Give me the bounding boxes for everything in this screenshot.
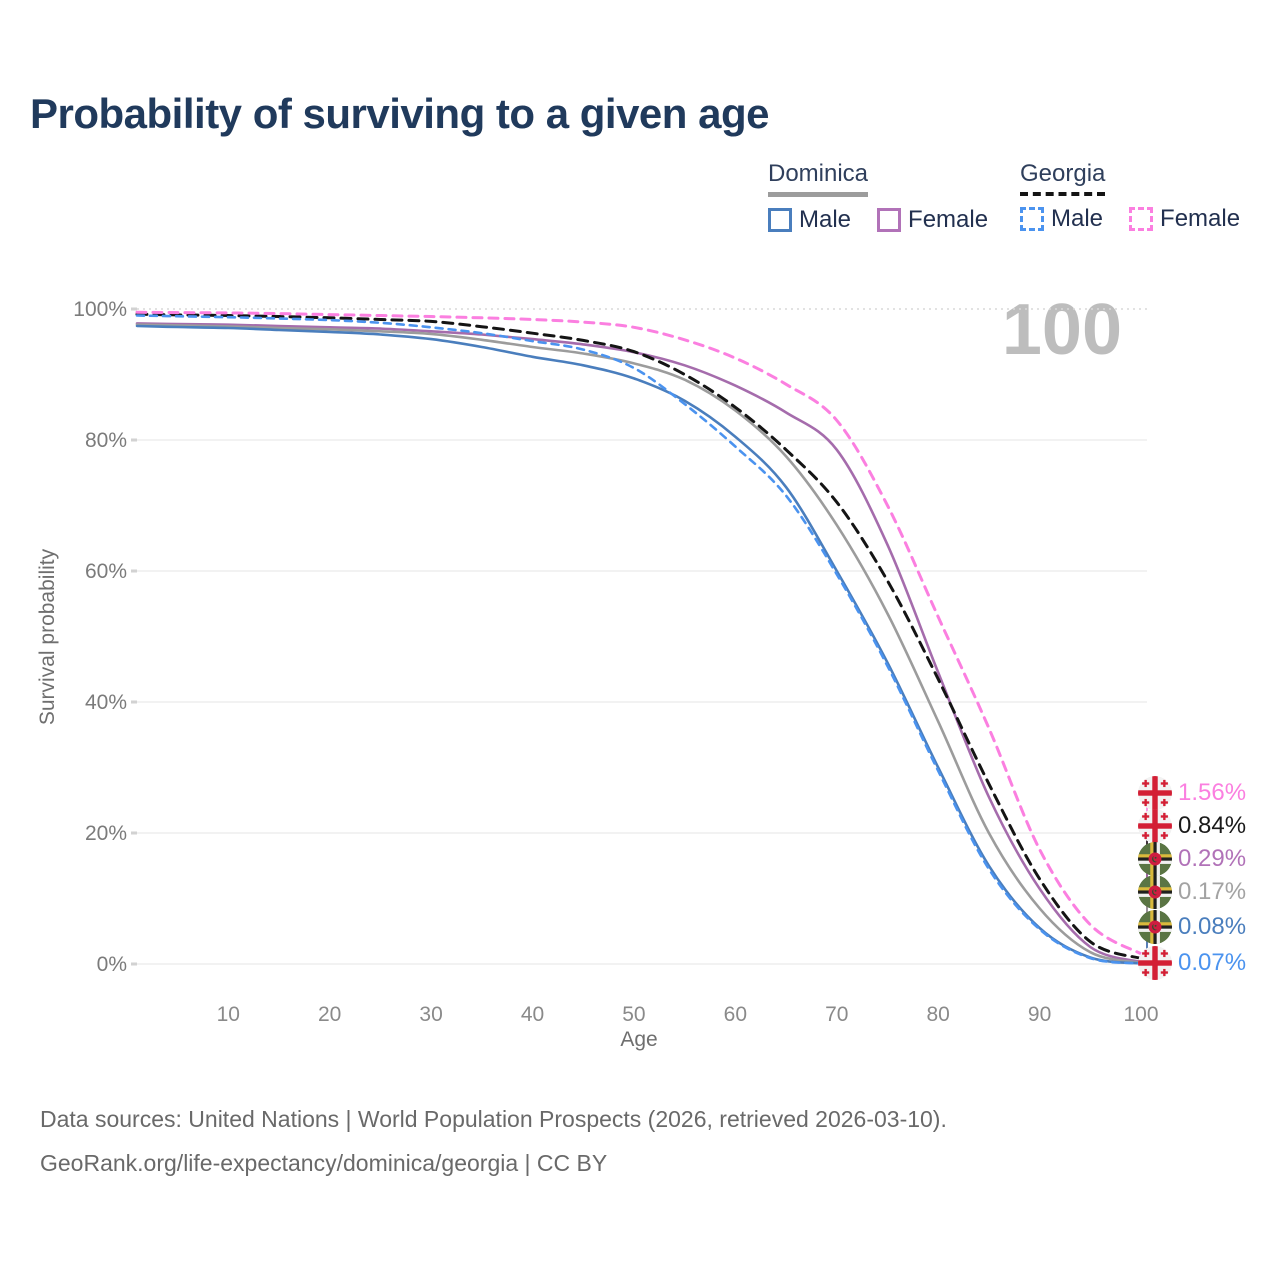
dominica-flag-icon (1138, 842, 1172, 876)
series-line-dominica_avg (135, 323, 1143, 965)
dominica-line-style-sample (768, 192, 869, 197)
y-tick-label: 80% (85, 429, 127, 452)
end-value-label: 0.17% (1178, 878, 1247, 905)
dominica-flag-icon (1138, 875, 1172, 909)
georgia-flag-icon (1138, 809, 1172, 843)
legend-group-georgia: Georgia Male Female (1020, 160, 1266, 233)
series-line-georgia_female (135, 310, 1143, 956)
x-tick-label: 90 (1028, 1003, 1051, 1026)
x-tick-label: 80 (926, 1003, 949, 1026)
attribution-line[interactable]: GeoRank.org/life-expectancy/dominica/geo… (40, 1150, 608, 1176)
georgia-flag-icon (1138, 776, 1172, 810)
x-axis-title: Age (620, 1028, 658, 1051)
end-value-row-georgia-female: 1.56% (1138, 776, 1246, 810)
y-tick-label: 40% (85, 691, 127, 714)
x-tick-label: 50 (622, 1003, 645, 1026)
legend-country-georgia[interactable]: Georgia (1020, 160, 1106, 196)
dominica-flag-icon (1138, 910, 1172, 944)
end-value-label: 0.29% (1178, 845, 1247, 872)
legend-country-name: Georgia (1020, 160, 1106, 187)
series-line-georgia_avg (135, 312, 1143, 960)
page-title: Probability of surviving to a given age (30, 90, 769, 137)
legend-country-dominica[interactable]: Dominica (768, 160, 869, 197)
end-value-row-dominica-female: 0.29% (1138, 842, 1246, 876)
legend-country-name: Dominica (768, 160, 869, 187)
series-line-dominica_male (135, 324, 1143, 965)
x-tick-label: 100 (1123, 1003, 1158, 1026)
end-value-label: 0.08% (1178, 913, 1247, 940)
data-source-footer: Data sources: United Nations | World Pop… (40, 1106, 947, 1194)
x-tick-label: 40 (521, 1003, 544, 1026)
legend-swatch-georgia-female[interactable] (1129, 207, 1154, 231)
series-line-dominica_female (135, 322, 1143, 964)
legend-swatch-dominica-female[interactable] (877, 208, 902, 232)
legend-swatch-georgia-male[interactable] (1020, 207, 1044, 231)
x-tick-label: 60 (724, 1003, 747, 1026)
legend-label-georgia-female[interactable]: Female (1160, 205, 1241, 232)
x-tick-label: 70 (825, 1003, 848, 1026)
legend-label-georgia-male[interactable]: Male (1051, 205, 1104, 232)
y-tick-label: 0% (97, 953, 127, 976)
legend-group-dominica: Dominica Male Female (768, 160, 1014, 234)
end-value-label: 0.07% (1178, 949, 1247, 976)
end-value-row-dominica-male: 0.08% (1138, 910, 1246, 944)
legend-label-dominica-male[interactable]: Male (799, 206, 852, 233)
end-value-label: 1.56% (1178, 779, 1247, 806)
legend-label-dominica-female[interactable]: Female (908, 206, 989, 233)
data-source-line: Data sources: United Nations | World Pop… (40, 1106, 947, 1132)
age-watermark: 100 (1001, 290, 1122, 370)
series-line-georgia_male (135, 314, 1143, 965)
georgia-line-style-sample (1020, 192, 1106, 196)
y-tick-label: 100% (73, 298, 127, 321)
georgia-flag-icon (1138, 946, 1172, 980)
legend-swatch-dominica-male[interactable] (768, 208, 792, 232)
end-value-label: 0.84% (1178, 812, 1247, 839)
x-tick-label: 10 (217, 1003, 240, 1026)
end-value-row-georgia-both: 0.84% (1138, 809, 1246, 843)
y-tick-label: 20% (85, 822, 127, 845)
x-tick-label: 20 (318, 1003, 341, 1026)
y-tick-label: 60% (85, 560, 127, 583)
end-value-row-georgia-male: 0.07% (1138, 946, 1246, 980)
x-tick-label: 30 (419, 1003, 442, 1026)
end-value-row-dominica-both: 0.17% (1138, 875, 1246, 909)
